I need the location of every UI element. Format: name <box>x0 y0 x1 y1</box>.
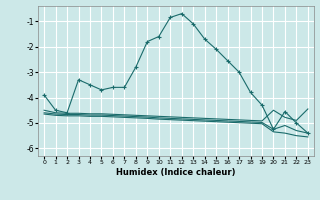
X-axis label: Humidex (Indice chaleur): Humidex (Indice chaleur) <box>116 168 236 177</box>
